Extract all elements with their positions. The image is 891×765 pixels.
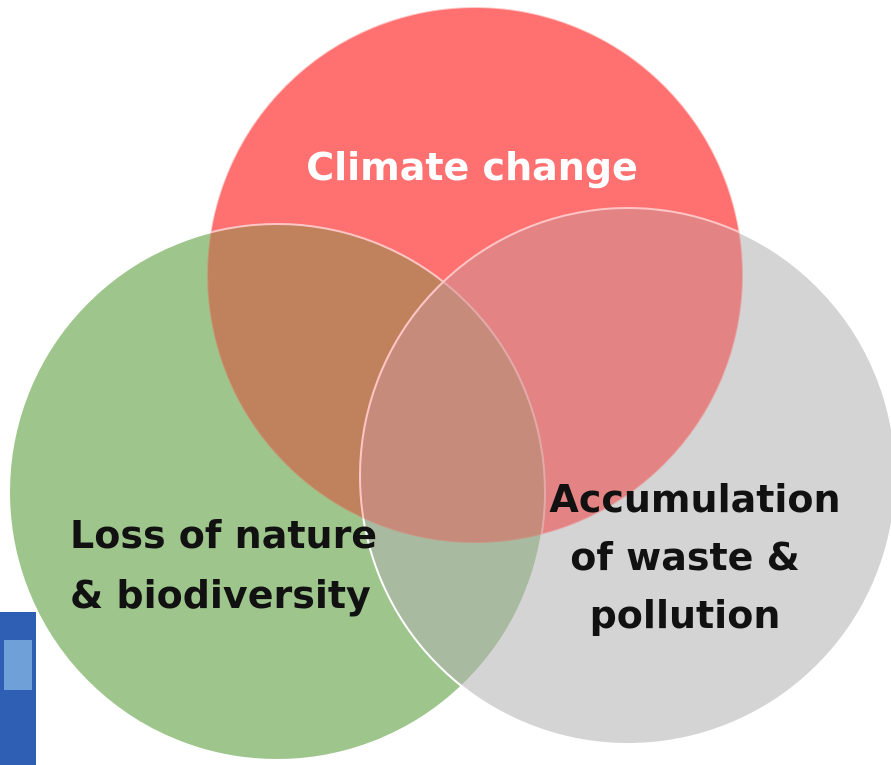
circle-label: Accumulation <box>549 477 840 521</box>
circle-label: pollution <box>590 593 781 637</box>
page: Climate change Loss of nature & biodiver… <box>0 0 891 765</box>
circle-label: Loss of nature <box>70 513 377 557</box>
circle-climate-tint <box>207 7 743 543</box>
circle-label: of waste & <box>570 535 800 579</box>
circle-label: & biodiversity <box>70 573 371 617</box>
book-thumbnail-art <box>4 640 32 690</box>
circle-label: Climate change <box>306 145 638 189</box>
venn-diagram: Climate change Loss of nature & biodiver… <box>0 0 891 765</box>
